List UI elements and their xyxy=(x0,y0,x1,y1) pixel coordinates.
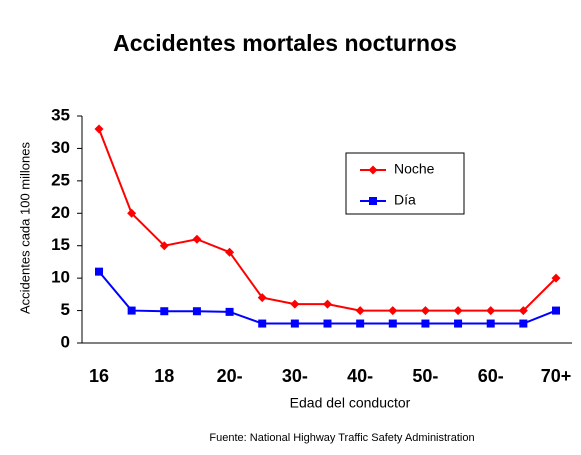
legend-marker xyxy=(368,165,378,175)
x-tick-label: 16 xyxy=(89,366,109,386)
legend-label: Día xyxy=(394,192,416,208)
x-tick-label: 20- xyxy=(217,366,243,386)
point xyxy=(160,307,169,316)
y-tick-label: 0 xyxy=(61,332,70,351)
point xyxy=(552,306,560,315)
point xyxy=(225,307,234,316)
point xyxy=(225,247,235,257)
point xyxy=(95,267,103,276)
y-tick-label: 10 xyxy=(51,268,70,287)
point xyxy=(323,299,332,309)
point xyxy=(519,319,528,328)
point xyxy=(159,241,169,251)
y-tick-label: 25 xyxy=(51,170,70,189)
x-tick-label: 18 xyxy=(154,366,174,386)
y-tick-label: 5 xyxy=(61,300,70,319)
x-tick-label: 70+ xyxy=(541,366,572,386)
y-tick-label: 35 xyxy=(51,105,70,124)
point xyxy=(127,306,136,315)
x-tick-label: 30- xyxy=(282,366,308,386)
y-axis-label: Accidentes cada 100 millones xyxy=(17,142,32,314)
x-tick-label: 40- xyxy=(347,366,373,386)
x-tick-label: 50- xyxy=(412,366,438,386)
point xyxy=(356,319,365,328)
point xyxy=(290,319,299,328)
point xyxy=(518,306,528,316)
point xyxy=(453,306,463,316)
point xyxy=(290,299,300,309)
point xyxy=(486,306,496,316)
y-tick-label: 30 xyxy=(51,138,70,157)
point xyxy=(355,306,365,316)
point xyxy=(454,319,463,328)
y-tick-label: 20 xyxy=(51,203,70,222)
point xyxy=(127,208,137,218)
point xyxy=(551,273,561,283)
point xyxy=(421,319,430,328)
x-axis-label: Edad del conductor xyxy=(290,395,411,411)
series-line xyxy=(98,271,557,325)
legend-label: Noche xyxy=(394,161,435,177)
x-tick-label: 60- xyxy=(478,366,504,386)
legend-marker xyxy=(369,197,377,205)
chart-title: Accidentes mortales nocturnos xyxy=(113,30,457,56)
point xyxy=(257,293,267,303)
point xyxy=(323,319,332,328)
point xyxy=(94,124,104,134)
series-line xyxy=(98,128,557,312)
point xyxy=(192,307,201,316)
source: Fuente: National Highway Traffic Safety … xyxy=(209,432,474,444)
point xyxy=(388,306,398,316)
point xyxy=(388,319,397,328)
point xyxy=(420,306,430,316)
point xyxy=(486,319,495,328)
y-tick-label: 15 xyxy=(51,235,70,254)
point xyxy=(192,234,202,244)
legend-box xyxy=(345,152,465,215)
point xyxy=(258,319,267,328)
